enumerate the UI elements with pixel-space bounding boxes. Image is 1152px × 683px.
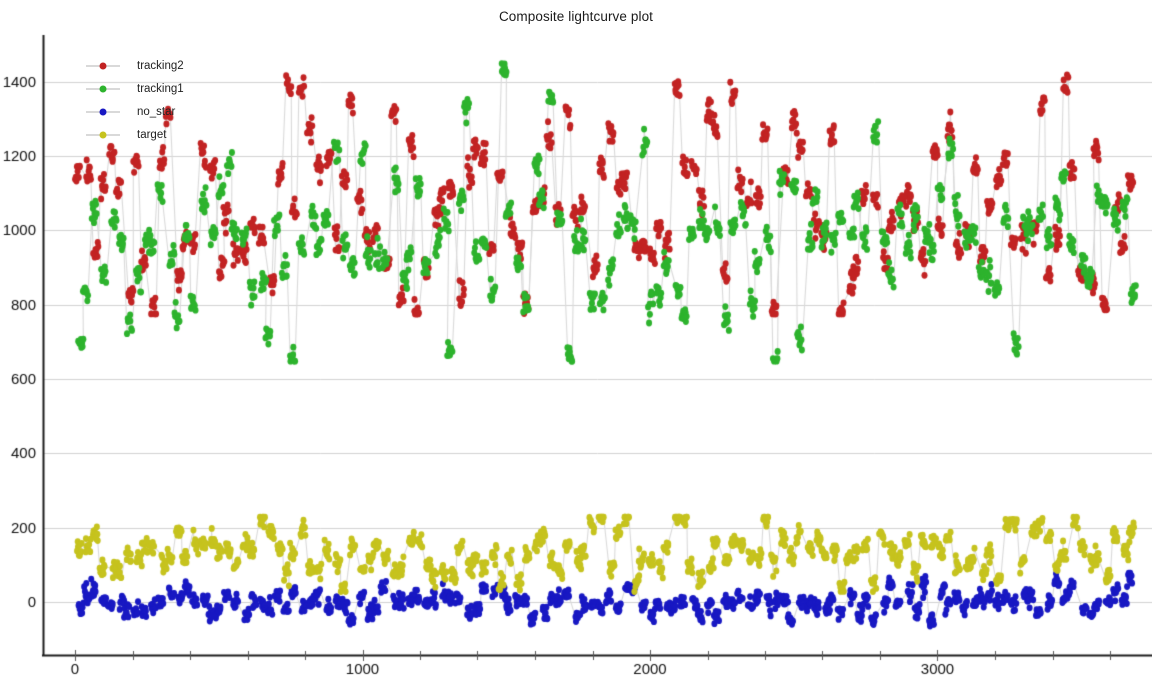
legend-swatch-line <box>86 85 120 92</box>
legend-item-label: target <box>137 128 167 141</box>
chart-title: Composite lightcurve plot <box>498 9 654 24</box>
legend-swatch-line <box>86 131 120 138</box>
legend-item-tracking1[interactable]: tracking1 <box>86 77 184 100</box>
legend-item-target[interactable]: target <box>86 123 184 146</box>
legend-item-label: no_star <box>137 105 176 118</box>
legend-item-label: tracking2 <box>137 59 184 72</box>
legend-item-no_star[interactable]: no_star <box>86 100 184 123</box>
legend-marker-dot <box>99 85 107 92</box>
legend-marker-dot <box>99 131 107 138</box>
legend-marker-dot <box>99 62 107 69</box>
legend-item-label: tracking1 <box>137 82 184 95</box>
legend-swatch-line <box>86 62 120 69</box>
legend-marker-dot <box>99 108 107 115</box>
legend-swatch-line <box>86 108 120 115</box>
legend-item-tracking2[interactable]: tracking2 <box>86 54 184 77</box>
